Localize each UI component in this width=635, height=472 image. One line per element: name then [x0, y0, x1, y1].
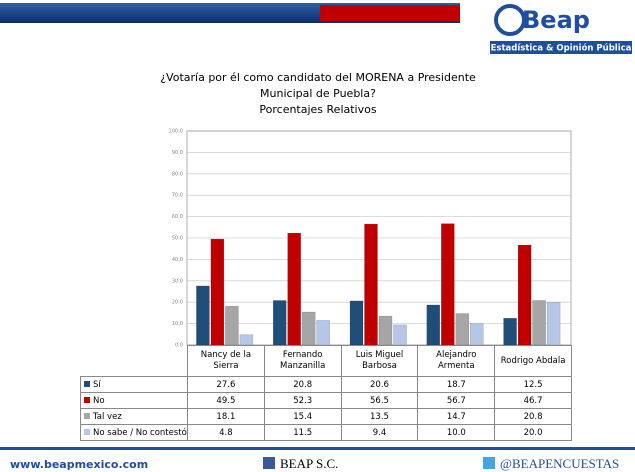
value-label: 4.8: [187, 424, 265, 441]
category-label: Rodrigo Abdala: [494, 345, 572, 377]
bar: [517, 244, 532, 346]
facebook: BEAP S.C.: [280, 456, 339, 471]
value-label: 52.3: [263, 392, 342, 409]
twitter-icon: [483, 457, 495, 469]
y-tick-label: 20.0: [172, 300, 183, 306]
y-tick-label: 60.0: [172, 214, 183, 220]
legend-swatch: [84, 380, 90, 387]
value-label: 12.5: [494, 376, 572, 393]
value-label: 20.8: [494, 408, 572, 425]
legend-cell: No sabe / No contestó: [80, 424, 188, 441]
bar: [532, 300, 546, 346]
legend-cell: Tal vez: [80, 408, 188, 425]
bar: [210, 238, 225, 346]
y-tick-label: 50.0: [172, 236, 183, 242]
bar: [364, 223, 378, 346]
bar: [441, 223, 455, 346]
table-header-row: Nancy de la Sierra Fernando Manzanilla Lui…: [81, 345, 572, 377]
bar: [196, 285, 210, 346]
table-row: No sabe / No contestó 4.8 11.5 9.4 10.0 20.0: [80, 424, 572, 441]
header-accent: [320, 5, 460, 21]
title-block: ¿Votaría por él como candidato del MOREN…: [100, 70, 536, 118]
bar: [316, 320, 330, 346]
y-tick-label: 10.0: [172, 321, 183, 327]
data-table: Nancy de la Sierra Fernando Manzanilla Lui…: [80, 345, 572, 441]
legend-label: No sabe / No contestó: [93, 427, 187, 438]
value-label: 13.5: [340, 408, 419, 425]
y-tick-label: 40.0: [172, 257, 183, 263]
value-label: 49.5: [187, 392, 265, 409]
legend-label: No: [93, 395, 105, 406]
y-tick-label: 80.0: [172, 171, 183, 177]
chart-title: ¿Votaría por él como candidato del MOREN…: [160, 71, 476, 100]
value-label: 18.7: [417, 376, 496, 393]
bar: [503, 318, 517, 346]
legend-swatch: [84, 396, 90, 403]
category-label: Nancy de la Sierra: [187, 345, 265, 377]
legend-swatch: [84, 428, 90, 435]
bar: [272, 300, 287, 346]
logo: Beap: [522, 6, 590, 34]
bar: [470, 323, 484, 346]
value-label: 15.4: [263, 408, 342, 425]
legend-cell: Sí: [80, 376, 188, 393]
table-corner: [81, 346, 188, 377]
table-row: No 49.5 52.3 56.5 56.7 46.7: [80, 392, 572, 409]
value-label: 10.0: [417, 424, 496, 441]
bar: [301, 311, 316, 346]
bar: [349, 300, 364, 346]
value-label: 46.7: [494, 392, 572, 409]
bar: [455, 313, 470, 346]
bar: [546, 301, 561, 346]
value-label: 20.8: [263, 376, 342, 393]
value-label: 27.6: [187, 376, 265, 393]
category-label: Luis Miguel Barbosa: [340, 345, 419, 377]
bar: [378, 315, 393, 346]
legend-label: Sí: [93, 379, 101, 390]
category-label: Alejandro Armenta: [417, 345, 496, 377]
legend-label: Tal vez: [93, 411, 122, 422]
legend-swatch: [84, 412, 90, 419]
bar: [225, 306, 239, 346]
logo-mark: [494, 4, 526, 36]
bar: [287, 232, 301, 346]
value-label: 20.6: [340, 376, 419, 393]
value-label: 11.5: [263, 424, 342, 441]
value-label: 9.4: [340, 424, 419, 441]
y-tick-label: 100.0: [169, 129, 183, 135]
y-tick-label: 0.0: [175, 343, 183, 349]
bar: [426, 304, 441, 346]
bar: [393, 324, 407, 346]
value-label: 56.5: [340, 392, 419, 409]
value-label: 56.7: [417, 392, 496, 409]
facebook-icon: [263, 457, 275, 469]
tagline-box: [490, 41, 632, 54]
table-row: Tal vez 18.1 15.4 13.5 14.7 20.8: [80, 408, 572, 425]
y-tick-label: 70.0: [172, 193, 183, 199]
value-label: 14.7: [417, 408, 496, 425]
legend-cell: No: [80, 392, 188, 409]
twitter: @BEAPENCUESTAS: [500, 456, 620, 471]
y-tick-label: 90.0: [172, 150, 183, 156]
category-label: Fernando Manzanilla: [263, 345, 342, 377]
chart-subtitle: Porcentajes Relativos: [259, 103, 377, 116]
table-row: Sí 27.6 20.8 20.6 18.7 12.5: [80, 376, 572, 393]
y-tick-label: 30.0: [172, 278, 183, 284]
value-label: 18.1: [187, 408, 265, 425]
tagline: Estadística & Opinión Pública: [491, 43, 632, 54]
website: www.beapmexico.com: [10, 458, 149, 471]
value-label: 20.0: [494, 424, 572, 441]
bar: [239, 334, 254, 346]
footer-line: [0, 447, 635, 450]
